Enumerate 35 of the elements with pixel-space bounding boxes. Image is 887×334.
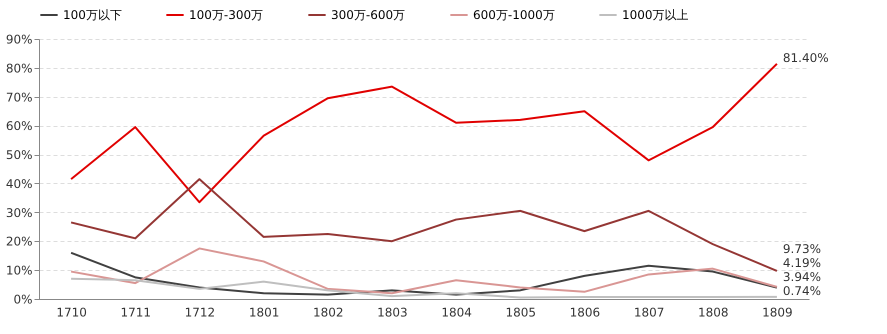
x-tick-label: 1803 — [377, 306, 408, 320]
data-label: 4.19% — [782, 256, 822, 270]
y-tick-label: 60% — [6, 119, 32, 134]
line-series — [70, 278, 778, 299]
legend-label: 100万以下 — [63, 8, 122, 22]
y-tick-label: 40% — [6, 176, 32, 191]
x-tick-label: 1711 — [120, 306, 152, 320]
x-tick-label: 1807 — [634, 306, 664, 320]
legend-label: 600万-1000万 — [473, 8, 555, 22]
data-label: 0.74% — [782, 284, 822, 298]
y-tick-label: 20% — [6, 234, 32, 249]
x-tick-label: 1712 — [184, 306, 216, 320]
x-tick-label: 1806 — [570, 306, 600, 320]
y-tick-label: 50% — [6, 148, 32, 162]
line-series — [70, 62, 778, 204]
legend-label: 100万-300万 — [189, 8, 264, 22]
x-tick-label: 1801 — [248, 306, 280, 320]
y-tick-label: 90% — [6, 32, 32, 46]
x-tick-label: 1804 — [441, 306, 472, 320]
data-label: 81.40% — [782, 50, 829, 65]
legend-label: 300万-600万 — [331, 8, 406, 22]
x-tick-label: 1710 — [56, 306, 87, 320]
y-tick-label: 0% — [13, 292, 32, 306]
y-tick-label: 30% — [6, 206, 32, 220]
data-label: 9.73% — [782, 242, 822, 256]
y-tick-label: 10% — [6, 264, 32, 278]
y-tick-label: 70% — [6, 90, 32, 104]
x-tick-label: 1808 — [698, 306, 729, 320]
x-tick-label: 1809 — [762, 306, 793, 320]
legend-label: 1000万以上 — [622, 8, 689, 22]
y-tick-label: 80% — [6, 61, 32, 76]
line-series — [70, 178, 778, 272]
x-tick-label: 1805 — [505, 306, 536, 320]
data-label: 3.94% — [782, 270, 822, 284]
x-tick-label: 1802 — [312, 306, 344, 320]
